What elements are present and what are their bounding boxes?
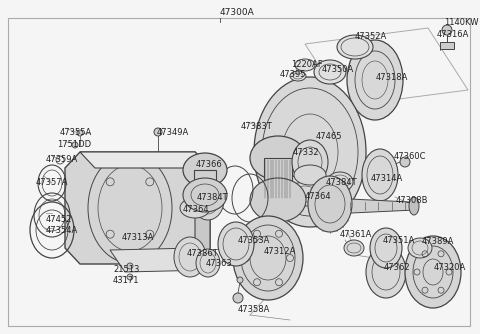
Text: 1220AF: 1220AF bbox=[291, 60, 323, 69]
Bar bbox=[440, 42, 454, 49]
Text: 47361A: 47361A bbox=[340, 230, 372, 239]
Text: 47362: 47362 bbox=[384, 263, 410, 272]
Text: 47389A: 47389A bbox=[422, 237, 455, 246]
Ellipse shape bbox=[294, 165, 326, 185]
Text: 47320A: 47320A bbox=[434, 263, 466, 272]
Text: 47386T: 47386T bbox=[187, 249, 219, 258]
Text: 47349A: 47349A bbox=[157, 128, 189, 137]
Circle shape bbox=[237, 277, 243, 283]
Ellipse shape bbox=[183, 178, 227, 212]
Polygon shape bbox=[80, 152, 210, 168]
Text: 47350A: 47350A bbox=[322, 65, 354, 74]
Ellipse shape bbox=[295, 59, 315, 71]
Text: 47384T: 47384T bbox=[326, 178, 358, 187]
Ellipse shape bbox=[250, 178, 306, 222]
Text: 47357A: 47357A bbox=[36, 178, 68, 187]
Ellipse shape bbox=[405, 236, 461, 308]
Circle shape bbox=[400, 157, 410, 167]
Polygon shape bbox=[264, 158, 292, 200]
Text: 47313A: 47313A bbox=[122, 233, 155, 242]
Ellipse shape bbox=[180, 198, 210, 218]
Circle shape bbox=[77, 130, 83, 136]
Circle shape bbox=[154, 128, 162, 136]
Ellipse shape bbox=[327, 172, 353, 192]
Text: 47465: 47465 bbox=[316, 132, 343, 141]
Polygon shape bbox=[65, 152, 210, 264]
Text: 47366: 47366 bbox=[196, 160, 223, 169]
Polygon shape bbox=[195, 152, 210, 264]
Ellipse shape bbox=[408, 238, 432, 258]
Circle shape bbox=[442, 25, 452, 35]
Text: 21513: 21513 bbox=[113, 265, 139, 274]
Polygon shape bbox=[330, 198, 415, 214]
Text: 47364: 47364 bbox=[305, 192, 332, 201]
Text: 47358A: 47358A bbox=[238, 305, 270, 314]
Ellipse shape bbox=[370, 228, 402, 268]
Text: 47363: 47363 bbox=[206, 259, 233, 268]
Text: 43171: 43171 bbox=[113, 276, 140, 285]
Ellipse shape bbox=[337, 35, 373, 59]
Bar bbox=[265, 188, 305, 218]
Ellipse shape bbox=[192, 180, 224, 220]
Circle shape bbox=[127, 274, 133, 280]
Text: 47351A: 47351A bbox=[383, 236, 415, 245]
Text: 47353A: 47353A bbox=[238, 236, 270, 245]
Text: 47384T: 47384T bbox=[197, 193, 228, 202]
Ellipse shape bbox=[250, 136, 306, 180]
Text: 47354A: 47354A bbox=[46, 226, 78, 235]
Ellipse shape bbox=[347, 40, 403, 120]
Text: 47318A: 47318A bbox=[376, 73, 408, 82]
Text: 47359A: 47359A bbox=[46, 155, 78, 164]
Ellipse shape bbox=[344, 240, 364, 256]
Ellipse shape bbox=[254, 77, 366, 227]
Text: 47360C: 47360C bbox=[394, 152, 427, 161]
Circle shape bbox=[127, 263, 133, 269]
Ellipse shape bbox=[292, 140, 328, 184]
Polygon shape bbox=[110, 248, 210, 272]
Ellipse shape bbox=[183, 153, 227, 187]
Circle shape bbox=[233, 293, 243, 303]
Text: 47395: 47395 bbox=[280, 70, 307, 79]
Ellipse shape bbox=[366, 246, 406, 298]
Ellipse shape bbox=[233, 216, 303, 300]
Circle shape bbox=[72, 142, 78, 148]
Ellipse shape bbox=[308, 176, 352, 232]
Ellipse shape bbox=[196, 249, 220, 277]
Text: 47316A: 47316A bbox=[437, 30, 469, 39]
Text: 47314A: 47314A bbox=[371, 174, 403, 183]
Text: 1751DD: 1751DD bbox=[57, 140, 91, 149]
Text: 47300A: 47300A bbox=[220, 8, 255, 17]
Ellipse shape bbox=[314, 60, 346, 84]
Text: 47332: 47332 bbox=[293, 148, 320, 157]
Ellipse shape bbox=[174, 237, 206, 277]
Text: 47312A: 47312A bbox=[264, 247, 296, 256]
Text: 47355A: 47355A bbox=[60, 128, 92, 137]
Text: 1140KW: 1140KW bbox=[444, 18, 479, 27]
Text: 47308B: 47308B bbox=[396, 196, 429, 205]
Text: 47452: 47452 bbox=[46, 215, 72, 224]
Ellipse shape bbox=[218, 222, 254, 266]
Text: 47383T: 47383T bbox=[241, 122, 273, 131]
Text: 47352A: 47352A bbox=[355, 32, 387, 41]
Ellipse shape bbox=[409, 197, 419, 215]
Polygon shape bbox=[194, 170, 216, 195]
Ellipse shape bbox=[287, 182, 323, 206]
Text: 47364: 47364 bbox=[183, 205, 210, 214]
Ellipse shape bbox=[362, 149, 398, 201]
Ellipse shape bbox=[290, 71, 306, 81]
